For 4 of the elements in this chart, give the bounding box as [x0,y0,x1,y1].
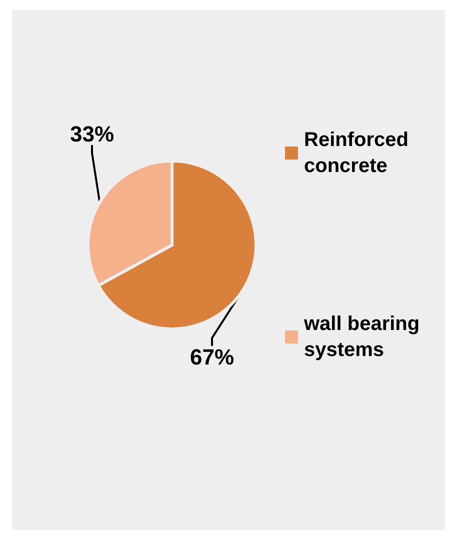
legend-label: wall bearing systems [303,313,426,361]
data-label: 67% [190,344,234,370]
data-label: 33% [70,122,114,146]
legend-label: Reinforced concrete [304,129,414,177]
